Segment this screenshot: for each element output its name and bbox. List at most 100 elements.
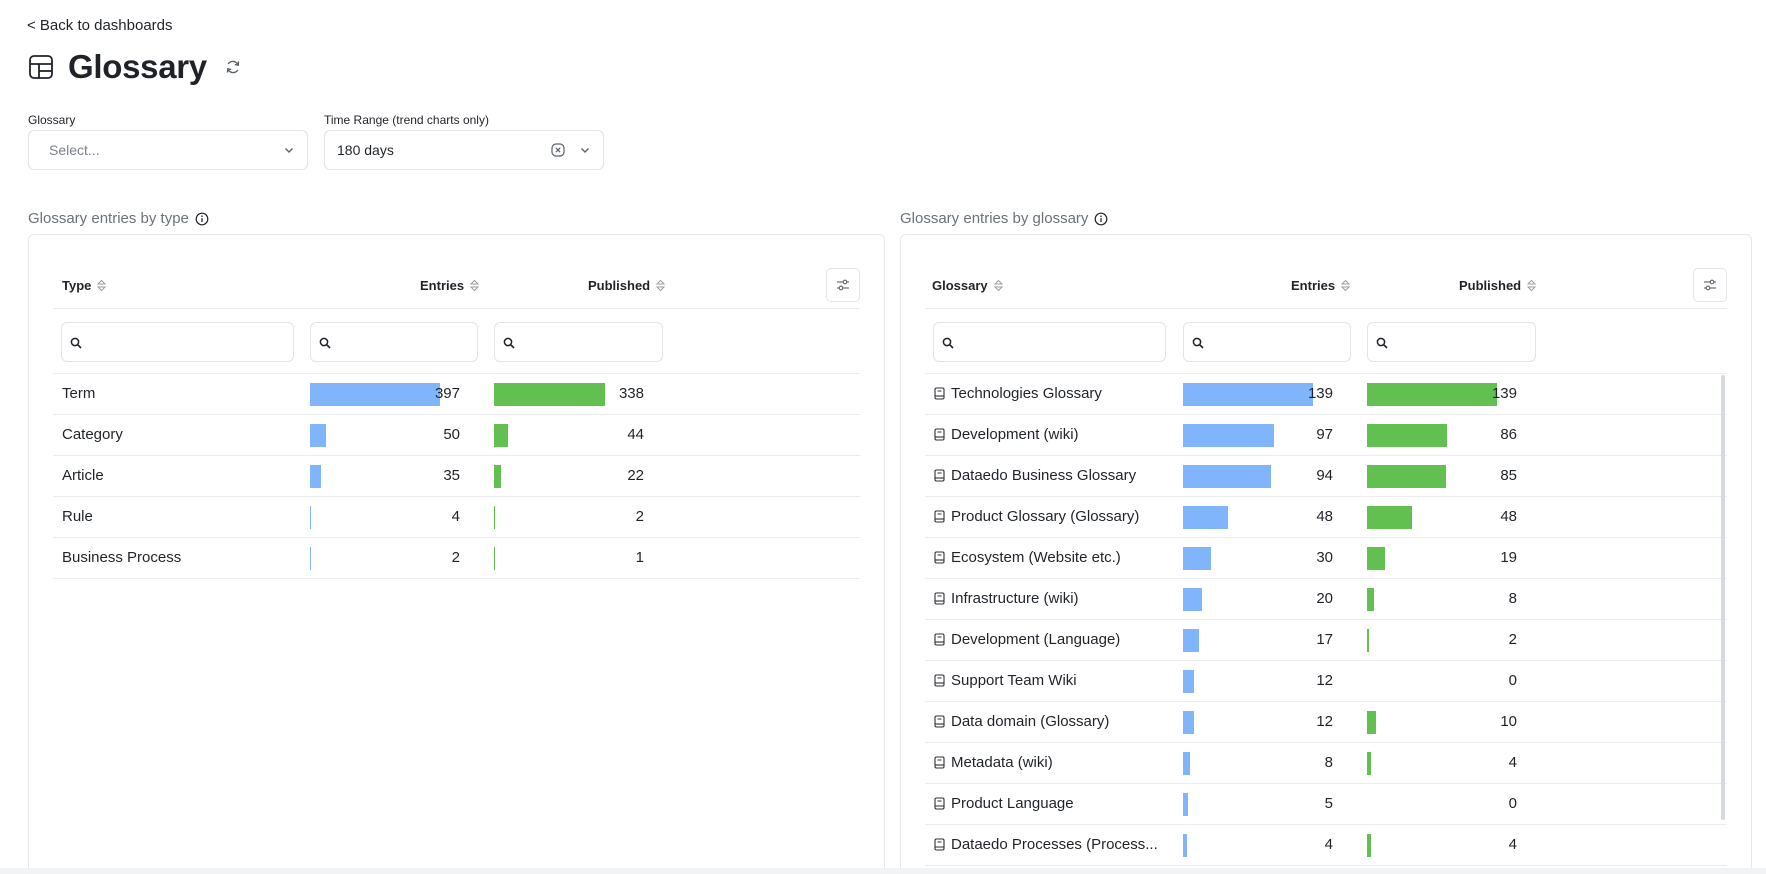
glossary-book-icon (934, 838, 945, 851)
published-bar (1367, 424, 1447, 447)
row-name[interactable]: Product Language (934, 795, 1074, 812)
column-header-entries[interactable]: Entries (420, 278, 480, 293)
filter-row-divider (925, 373, 1727, 374)
published-filter-input[interactable] (494, 322, 663, 362)
row-name[interactable]: Data domain (Glossary) (934, 713, 1109, 730)
table-row[interactable]: Development (Language) 17 2 (925, 620, 1727, 661)
column-header-type[interactable]: Type (62, 278, 107, 293)
published-bar (494, 506, 495, 529)
entries-bar (1183, 588, 1202, 611)
column-header-entries[interactable]: Entries (1291, 278, 1351, 293)
published-value: 1 (635, 549, 644, 566)
published-bar (1367, 588, 1374, 611)
published-value: 19 (1500, 549, 1517, 566)
row-name[interactable]: Technologies Glossary (934, 385, 1102, 402)
row-name[interactable]: Development (wiki) (934, 426, 1079, 443)
refresh-icon[interactable] (225, 59, 241, 75)
table-row[interactable]: Dataedo Business Glossary 94 85 (925, 456, 1727, 497)
row-name[interactable]: Term (62, 385, 95, 402)
published-value: 139 (1491, 385, 1517, 402)
column-header-label: Entries (1291, 278, 1336, 293)
table-row[interactable]: Development (wiki) 97 86 (925, 415, 1727, 456)
row-name[interactable]: Dataedo Business Glossary (934, 467, 1136, 484)
time-range-select[interactable]: 180 days (324, 130, 604, 170)
glossary-book-icon (934, 715, 945, 728)
info-icon[interactable] (1094, 212, 1108, 226)
glossary-book-icon (934, 510, 945, 523)
page-title: Glossary (68, 48, 207, 85)
table-row[interactable]: Product Glossary (Glossary) 48 48 (925, 497, 1727, 538)
column-header-published[interactable]: Published (1459, 278, 1537, 293)
scrollbar-thumb[interactable] (1721, 375, 1725, 820)
search-icon (70, 337, 82, 349)
bottom-bar (0, 868, 1766, 874)
sort-icon (97, 279, 107, 292)
column-header-published[interactable]: Published (588, 278, 666, 293)
row-name[interactable]: Product Glossary (Glossary) (934, 508, 1139, 525)
table-settings-button[interactable] (1693, 268, 1727, 302)
column-header-glossary[interactable]: Glossary (932, 278, 1003, 293)
published-value: 2 (1508, 631, 1517, 648)
entries-bar (1183, 465, 1271, 488)
published-bar (1367, 506, 1412, 529)
row-name[interactable]: Development (Language) (934, 631, 1120, 648)
entries-bar (1183, 670, 1194, 693)
entries-filter-input[interactable] (1183, 322, 1351, 362)
entries-value: 30 (1316, 549, 1333, 566)
table-row[interactable]: Category 50 44 (53, 415, 860, 456)
row-name[interactable]: Dataedo Processes (Process... (934, 836, 1158, 853)
page-header: Glossary (28, 48, 241, 86)
glossary-select[interactable]: Select... (28, 130, 308, 170)
column-header-label: Type (62, 278, 92, 293)
table-row[interactable]: Article 35 22 (53, 456, 860, 497)
entries-bar (310, 424, 326, 447)
row-name[interactable]: Rule (62, 508, 93, 525)
table-settings-button[interactable] (826, 268, 860, 302)
glossary-filter-input[interactable] (933, 322, 1166, 362)
by-type-table-header: Type Entries Published (53, 235, 860, 309)
entries-value: 5 (1324, 795, 1333, 812)
published-value: 2 (635, 508, 644, 525)
type-filter-input[interactable] (61, 322, 294, 362)
row-name[interactable]: Business Process (62, 549, 181, 566)
row-name[interactable]: Category (62, 426, 123, 443)
glossary-book-icon (934, 428, 945, 441)
back-to-dashboards-link[interactable]: < Back to dashboards (27, 17, 173, 34)
entries-bar (1183, 629, 1199, 652)
published-bar (1367, 629, 1369, 652)
table-row[interactable]: Product Language 5 0 (925, 784, 1727, 825)
table-row[interactable]: Support Team Wiki 12 0 (925, 661, 1727, 702)
row-name[interactable]: Ecosystem (Website etc.) (934, 549, 1121, 566)
published-bar (494, 547, 495, 570)
table-row[interactable]: Term 397 338 (53, 374, 860, 415)
published-bar (494, 465, 501, 488)
table-row[interactable]: Ecosystem (Website etc.) 30 19 (925, 538, 1727, 579)
clear-icon[interactable] (551, 143, 565, 157)
row-name[interactable]: Support Team Wiki (934, 672, 1077, 689)
scrollbar[interactable] (1721, 375, 1725, 820)
sort-icon (1527, 279, 1537, 292)
row-name-text: Development (wiki) (951, 426, 1079, 443)
published-bar (1367, 465, 1446, 488)
row-name[interactable]: Metadata (wiki) (934, 754, 1053, 771)
entries-bar (1183, 506, 1228, 529)
table-row[interactable]: Business Process 2 1 (53, 538, 860, 579)
published-bar (1367, 752, 1371, 775)
published-filter-input[interactable] (1367, 322, 1536, 362)
table-row[interactable]: Infrastructure (wiki) 20 8 (925, 579, 1727, 620)
table-row[interactable]: Data domain (Glossary) 12 10 (925, 702, 1727, 743)
row-name[interactable]: Article (62, 467, 104, 484)
row-name[interactable]: Infrastructure (wiki) (934, 590, 1079, 607)
table-row[interactable]: Metadata (wiki) 8 4 (925, 743, 1727, 784)
table-row[interactable]: Rule 4 2 (53, 497, 860, 538)
published-value: 0 (1508, 672, 1517, 689)
glossary-select-placeholder: Select... (49, 142, 100, 158)
entries-bar (1183, 711, 1194, 734)
table-row[interactable]: Dataedo Processes (Process... 4 4 (925, 825, 1727, 866)
info-icon[interactable] (195, 212, 209, 226)
entries-value: 50 (443, 426, 460, 443)
entries-bar (1183, 383, 1313, 406)
entries-filter-input[interactable] (310, 322, 478, 362)
search-icon (1192, 337, 1204, 349)
table-row[interactable]: Technologies Glossary 139 139 (925, 374, 1727, 415)
